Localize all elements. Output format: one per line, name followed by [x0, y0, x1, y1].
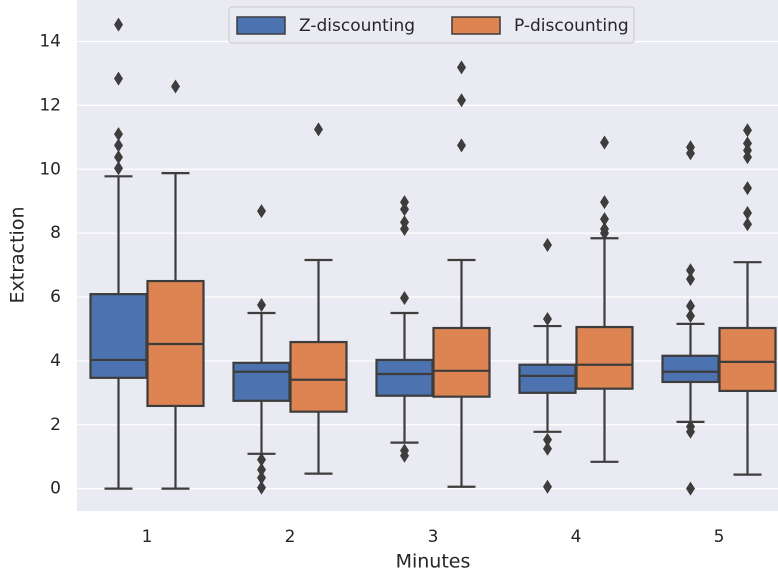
y-tick-label: 2 [50, 415, 61, 435]
y-tick-label: 4 [50, 351, 61, 371]
flier [600, 135, 609, 150]
x-tick-label: 2 [285, 527, 296, 547]
flier [543, 479, 552, 494]
flier [686, 263, 695, 278]
flier [600, 195, 609, 210]
flier [543, 312, 552, 327]
flier [600, 212, 609, 227]
flier [257, 470, 266, 485]
flier [400, 195, 409, 210]
flier [314, 122, 323, 137]
flier [686, 272, 695, 287]
flier [743, 217, 752, 232]
flier [114, 138, 123, 153]
flier [114, 127, 123, 142]
flier [114, 17, 123, 32]
flier [400, 221, 409, 236]
flier [686, 308, 695, 323]
flier [543, 237, 552, 252]
box [661, 354, 720, 384]
flier [743, 150, 752, 165]
flier [114, 161, 123, 176]
flier [743, 206, 752, 221]
flier [743, 123, 752, 138]
marks [89, 17, 777, 496]
x-tick-label: 3 [428, 527, 439, 547]
x-tick-label: 1 [142, 527, 153, 547]
flier [257, 462, 266, 477]
box [518, 363, 577, 394]
flier [686, 298, 695, 313]
flier [400, 448, 409, 463]
flier [171, 79, 180, 94]
legend-swatch [236, 16, 286, 35]
flier [743, 181, 752, 196]
legend-swatch [451, 16, 501, 35]
legend-frame [228, 6, 635, 44]
x-tick-label: 4 [571, 527, 582, 547]
flier [400, 290, 409, 305]
flier [600, 226, 609, 241]
flier [257, 204, 266, 219]
y-axis-label: Extraction [7, 207, 29, 304]
plot-area [77, 0, 778, 511]
flier [114, 71, 123, 86]
flier [543, 432, 552, 447]
flier [400, 202, 409, 217]
legend: Z-discounting P-discounting [228, 6, 635, 44]
legend-label: P-discounting [514, 16, 629, 36]
flier [543, 441, 552, 456]
flier [743, 136, 752, 151]
flier [686, 424, 695, 439]
box [375, 358, 434, 397]
flier [686, 146, 695, 161]
flier [457, 93, 466, 108]
box [289, 340, 348, 413]
legend-label: Z-discounting [299, 16, 415, 36]
flier [114, 150, 123, 165]
box [718, 326, 777, 393]
x-tick-label: 5 [714, 527, 725, 547]
box [232, 361, 291, 402]
y-tick-label: 8 [50, 223, 61, 243]
y-tick-label: 10 [39, 159, 61, 179]
box [575, 325, 634, 390]
y-tick-label: 14 [39, 32, 61, 52]
flier [257, 298, 266, 313]
y-tick-label: 6 [50, 287, 61, 307]
box [432, 326, 491, 398]
box [89, 293, 148, 379]
flier [457, 138, 466, 153]
flier [457, 60, 466, 75]
x-axis-label: Minutes [396, 551, 471, 573]
y-tick-label: 12 [39, 95, 61, 115]
flier [257, 480, 266, 495]
flier [686, 481, 695, 496]
y-tick-label: 0 [50, 479, 61, 499]
flier [257, 452, 266, 467]
